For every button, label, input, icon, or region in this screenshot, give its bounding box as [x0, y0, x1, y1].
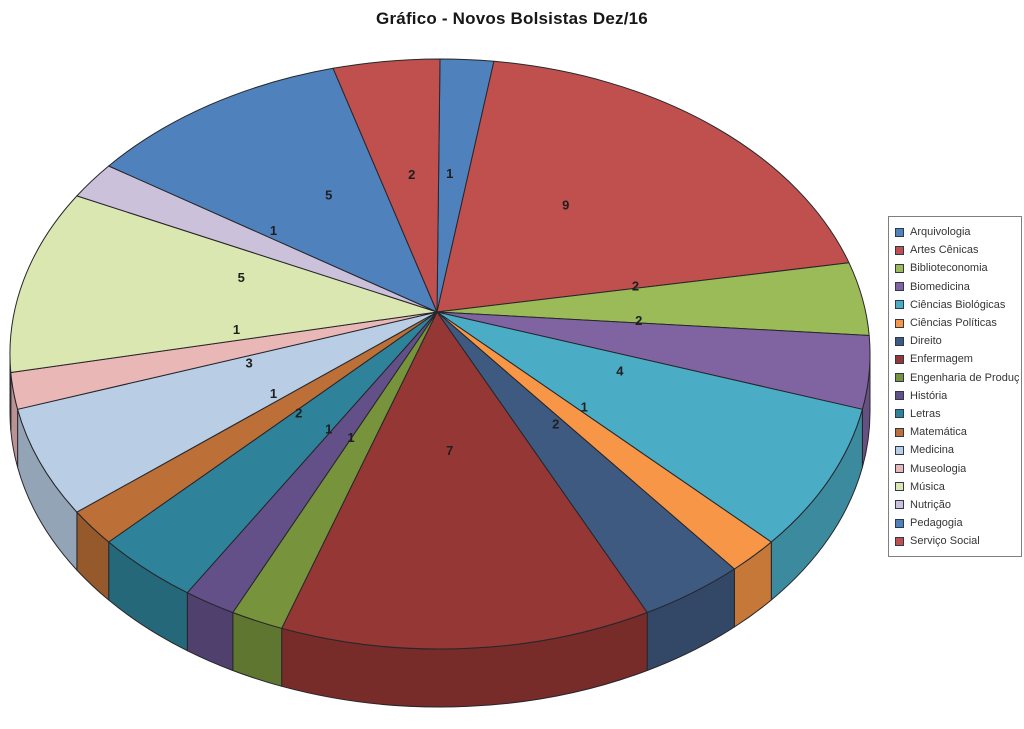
legend-item-nutricao[interactable]: Nutrição [895, 496, 1019, 514]
legend-item-museologia[interactable]: Museologia [895, 459, 1019, 477]
legend-swatch [895, 354, 904, 364]
legend-item-letras[interactable]: Letras [895, 405, 1019, 423]
pie-data-label-ciencias-politicas: 1 [581, 399, 588, 414]
legend-item-engenharia-de-producao[interactable]: Engenharia de Produção [895, 369, 1019, 387]
legend-item-artes-cenicas[interactable]: Artes Cênicas [895, 241, 1019, 259]
pie-data-label-biomedicina: 2 [635, 313, 642, 328]
legend-swatch [895, 318, 904, 328]
pie-data-label-enfermagem: 7 [446, 443, 453, 458]
legend-label: Música [910, 480, 945, 493]
legend-label: Direito [910, 335, 942, 348]
legend-label: Artes Cênicas [910, 244, 979, 257]
legend-swatch [895, 427, 904, 437]
pie-data-label-museologia: 1 [233, 322, 240, 337]
pie-slice-artes-cenicas[interactable] [436, 60, 850, 313]
legend-item-biblioteconomia[interactable]: Biblioteconomia [895, 259, 1019, 277]
legend-item-servico-social[interactable]: Serviço Social [895, 532, 1019, 550]
legend-item-matematica[interactable]: Matemática [895, 423, 1019, 441]
pie-data-label-arquivologia: 1 [446, 166, 453, 181]
legend-item-medicina[interactable]: Medicina [895, 441, 1019, 459]
legend-swatch [895, 464, 904, 474]
legend-item-arquivologia[interactable]: Arquivologia [895, 223, 1019, 241]
legend-swatch [895, 536, 904, 546]
pie-data-label-pedagogia: 5 [325, 187, 332, 202]
pie-slice-medicina[interactable] [17, 311, 438, 513]
chart-title: Gráfico - Novos Bolsistas Dez/16 [376, 9, 648, 28]
legend-label: Museologia [910, 462, 967, 475]
legend-item-ciencias-biologicas[interactable]: Ciências Biológicas [895, 296, 1019, 314]
legend-label: Pedagogia [910, 517, 963, 530]
legend-swatch [895, 518, 904, 528]
legend-item-biomedicina[interactable]: Biomedicina [895, 278, 1019, 296]
pie-slice-pedagogia[interactable] [108, 67, 438, 313]
pie-data-label-nutricao: 1 [270, 223, 277, 238]
legend: Arquivologia Artes Cênicas Biblioteconomia… [888, 216, 1022, 558]
legend-label: Ciências Políticas [910, 317, 997, 330]
legend-label: Letras [910, 407, 941, 420]
legend-label: Ciências Biológicas [910, 298, 1006, 311]
legend-swatch [895, 500, 904, 510]
pie-slice-enfermagem[interactable] [281, 311, 648, 650]
pie-data-label-direito: 2 [552, 417, 559, 432]
legend-label: Biblioteconomia [910, 262, 988, 275]
legend-label: Enfermagem [910, 353, 973, 366]
legend-swatch [895, 300, 904, 310]
pie-data-label-matematica: 1 [270, 386, 277, 401]
legend-item-enfermagem[interactable]: Enfermagem [895, 350, 1019, 368]
pie-data-label-engenharia-de-producao: 1 [347, 430, 354, 445]
legend-swatch [895, 445, 904, 455]
legend-item-direito[interactable]: Direito [895, 332, 1019, 350]
pie-data-label-biblioteconomia: 2 [632, 279, 639, 294]
legend-swatch [895, 373, 904, 383]
legend-swatch [895, 245, 904, 255]
legend-swatch [895, 482, 904, 492]
legend-label: Biomedicina [910, 280, 970, 293]
legend-label: Engenharia de Produção [910, 371, 1019, 384]
legend-label: Nutrição [910, 498, 951, 511]
legend-swatch [895, 409, 904, 419]
legend-item-ciencias-politicas[interactable]: Ciências Políticas [895, 314, 1019, 332]
pie-slice-musica[interactable] [9, 195, 438, 373]
pie-data-label-historia: 1 [325, 422, 332, 437]
legend-swatch [895, 227, 904, 237]
legend-item-historia[interactable]: História [895, 387, 1019, 405]
legend-label: Medicina [910, 444, 955, 457]
legend-item-musica[interactable]: Música [895, 478, 1019, 496]
pie-data-label-musica: 5 [238, 270, 245, 285]
legend-swatch [895, 391, 904, 401]
legend-swatch [895, 336, 904, 346]
legend-label: Arquivologia [910, 226, 971, 239]
pie-slice-ciencias-biologicas[interactable] [436, 311, 863, 543]
legend-label: História [910, 389, 948, 402]
pie-data-label-ciencias-biologicas: 4 [616, 364, 624, 379]
legend-swatch [895, 282, 904, 292]
legend-swatch [895, 263, 904, 273]
legend-item-pedagogia[interactable]: Pedagogia [895, 514, 1019, 532]
pie-data-label-letras: 2 [295, 406, 302, 421]
legend-label: Serviço Social [910, 535, 980, 548]
pie-data-label-servico-social: 2 [408, 167, 415, 182]
pie-data-label-medicina: 3 [245, 356, 252, 371]
pie-slice-servico-social[interactable] [332, 58, 441, 313]
legend-label: Matemática [910, 426, 967, 439]
pie-data-label-artes-cenicas: 9 [562, 198, 569, 213]
